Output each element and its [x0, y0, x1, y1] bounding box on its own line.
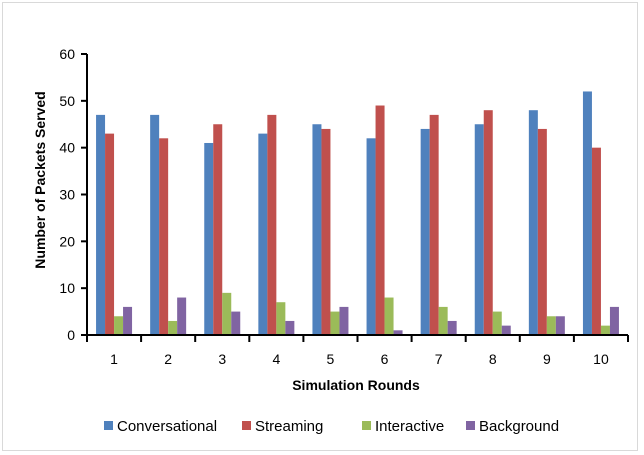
bars-layer [96, 91, 619, 335]
bar-background-9 [556, 316, 565, 335]
legend-label-background: Background [479, 418, 559, 435]
legend-swatch-conversational [104, 421, 113, 430]
bar-interactive-5 [330, 312, 339, 335]
y-tick-label: 40 [59, 140, 75, 156]
bar-streaming-9 [538, 129, 547, 335]
bar-streaming-10 [592, 148, 601, 335]
legend-label-interactive: Interactive [375, 418, 444, 435]
x-tick-label: 6 [381, 351, 389, 367]
y-tick-label: 10 [59, 280, 75, 296]
bar-interactive-7 [439, 307, 448, 335]
bar-interactive-8 [493, 312, 502, 335]
bar-background-7 [448, 321, 457, 335]
bar-conversational-7 [421, 129, 430, 335]
bar-conversational-10 [583, 91, 592, 335]
bar-streaming-3 [213, 124, 222, 335]
x-tick-label: 3 [218, 351, 226, 367]
bar-background-2 [177, 298, 186, 335]
bar-conversational-9 [529, 110, 538, 335]
y-tick-label: 30 [59, 187, 75, 203]
x-axis-title: Simulation Rounds [292, 377, 420, 393]
bar-streaming-6 [376, 106, 385, 335]
legend-label-streaming: Streaming [255, 418, 323, 435]
bar-streaming-5 [321, 129, 330, 335]
y-tick-label: 50 [59, 93, 75, 109]
legend-swatch-interactive [362, 421, 371, 430]
y-tick-label: 0 [67, 327, 75, 343]
y-tick-label: 60 [59, 46, 75, 62]
bar-background-4 [285, 321, 294, 335]
y-axis-title-group: Number of Packets Served [32, 91, 48, 268]
bar-conversational-3 [204, 143, 213, 335]
y-axis-title: Number of Packets Served [32, 91, 48, 268]
bar-conversational-1 [96, 115, 105, 335]
bar-background-5 [339, 307, 348, 335]
x-tick-label: 5 [327, 351, 335, 367]
x-tick-label: 4 [272, 351, 280, 367]
bar-conversational-5 [312, 124, 321, 335]
bar-conversational-2 [150, 115, 159, 335]
bar-background-3 [231, 312, 240, 335]
x-tick-label: 8 [489, 351, 497, 367]
bar-interactive-4 [276, 302, 285, 335]
x-tick-label: 10 [593, 351, 609, 367]
bar-interactive-9 [547, 316, 556, 335]
legend: Conversational Streaming Interactive Backgr… [104, 418, 559, 435]
bar-interactive-2 [168, 321, 177, 335]
x-tick-label: 7 [435, 351, 443, 367]
bar-interactive-1 [114, 316, 123, 335]
bar-background-8 [502, 326, 511, 335]
bar-conversational-4 [258, 134, 267, 335]
bar-background-10 [610, 307, 619, 335]
bar-streaming-4 [267, 115, 276, 335]
bar-background-1 [123, 307, 132, 335]
bar-streaming-7 [430, 115, 439, 335]
x-tick-label: 2 [164, 351, 172, 367]
bar-conversational-6 [367, 138, 376, 335]
bar-conversational-8 [475, 124, 484, 335]
bar-interactive-3 [222, 293, 231, 335]
legend-swatch-background [466, 421, 475, 430]
legend-label-conversational: Conversational [117, 418, 217, 435]
bar-interactive-6 [385, 298, 394, 335]
y-tick-label: 20 [59, 233, 75, 249]
bar-streaming-1 [105, 134, 114, 335]
x-tick-label: 1 [110, 351, 118, 367]
bar-interactive-10 [601, 326, 610, 335]
x-tick-label: 9 [543, 351, 551, 367]
legend-swatch-streaming [242, 421, 251, 430]
bar-streaming-2 [159, 138, 168, 335]
bar-streaming-8 [484, 110, 493, 335]
